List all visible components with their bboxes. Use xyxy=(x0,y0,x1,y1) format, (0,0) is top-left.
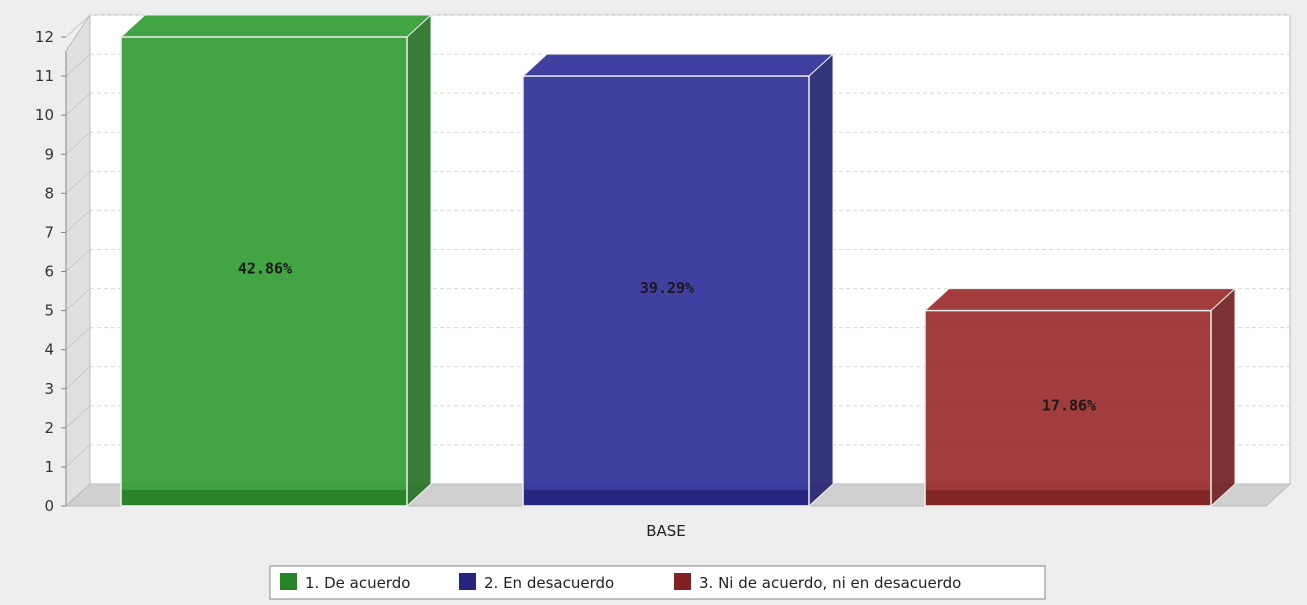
gridline-side xyxy=(65,14,91,38)
y-tick-label: 12 xyxy=(35,28,54,46)
bar-floor-band xyxy=(926,490,1210,505)
bar-top-face xyxy=(923,288,1237,312)
legend-label: 1. De acuerdo xyxy=(305,574,410,592)
y-tick-label: 0 xyxy=(44,497,54,515)
legend-item: 2. En desacuerdo xyxy=(459,573,614,592)
legend-swatch xyxy=(280,573,297,590)
x-category-label: BASE xyxy=(646,522,686,540)
y-tick-label: 3 xyxy=(44,380,54,398)
gridline-side xyxy=(65,170,91,194)
gridline-side xyxy=(65,444,91,468)
bar xyxy=(119,13,433,508)
bars: 42.86% 39.29% 17.86% xyxy=(119,13,1237,508)
y-tick-label: 1 xyxy=(44,458,54,476)
gridline-side xyxy=(65,288,91,311)
gridline-side xyxy=(65,92,91,116)
legend-label: 3. Ni de acuerdo, ni en desacuerdo xyxy=(699,574,961,592)
gridline-side xyxy=(65,327,91,351)
y-tick-label: 9 xyxy=(44,145,54,163)
legend-label: 2. En desacuerdo xyxy=(484,574,614,592)
gridline-side xyxy=(65,131,91,155)
legend-swatch xyxy=(674,573,691,590)
bar-front-face xyxy=(120,36,408,507)
gridline-side xyxy=(65,53,91,77)
bar-side-face xyxy=(1210,287,1236,508)
bar-top-face xyxy=(119,14,433,38)
y-tick-label: 7 xyxy=(44,223,54,241)
legend-swatch xyxy=(459,573,476,590)
bar-data-label: 39.29% xyxy=(640,279,694,297)
y-tick-label: 5 xyxy=(44,302,54,320)
bar-data-label: 42.86% xyxy=(238,260,292,278)
x-axis: BASE xyxy=(646,522,686,540)
gridline-side xyxy=(65,405,91,429)
bar-data-label: 17.86% xyxy=(1042,396,1096,414)
legend: 1. De acuerdo 2. En desacuerdo 3. Ni de ac… xyxy=(269,565,1046,600)
y-tick-label: 2 xyxy=(44,419,54,437)
bar-front-face xyxy=(522,75,810,507)
gridline-side xyxy=(65,366,91,390)
legend-item: 1. De acuerdo xyxy=(280,573,410,592)
y-tick-label: 6 xyxy=(44,263,54,281)
bar-side-face xyxy=(808,52,834,508)
bar-top-face xyxy=(521,53,835,77)
bar-floor-band xyxy=(122,490,406,505)
y-tick-label: 8 xyxy=(44,184,54,202)
y-tick-label: 11 xyxy=(35,67,54,85)
gridline-side xyxy=(65,249,91,272)
legend-item: 3. Ni de acuerdo, ni en desacuerdo xyxy=(674,573,961,592)
bar-side-face xyxy=(406,13,432,508)
bar-floor-band xyxy=(524,490,808,505)
y-tick-label: 4 xyxy=(44,341,54,359)
legend-box xyxy=(269,565,1046,600)
bar xyxy=(521,52,835,508)
bar-front-face xyxy=(924,309,1212,507)
bar xyxy=(923,287,1237,508)
gridline-side xyxy=(65,210,91,233)
y-tick-label: 10 xyxy=(35,106,54,124)
